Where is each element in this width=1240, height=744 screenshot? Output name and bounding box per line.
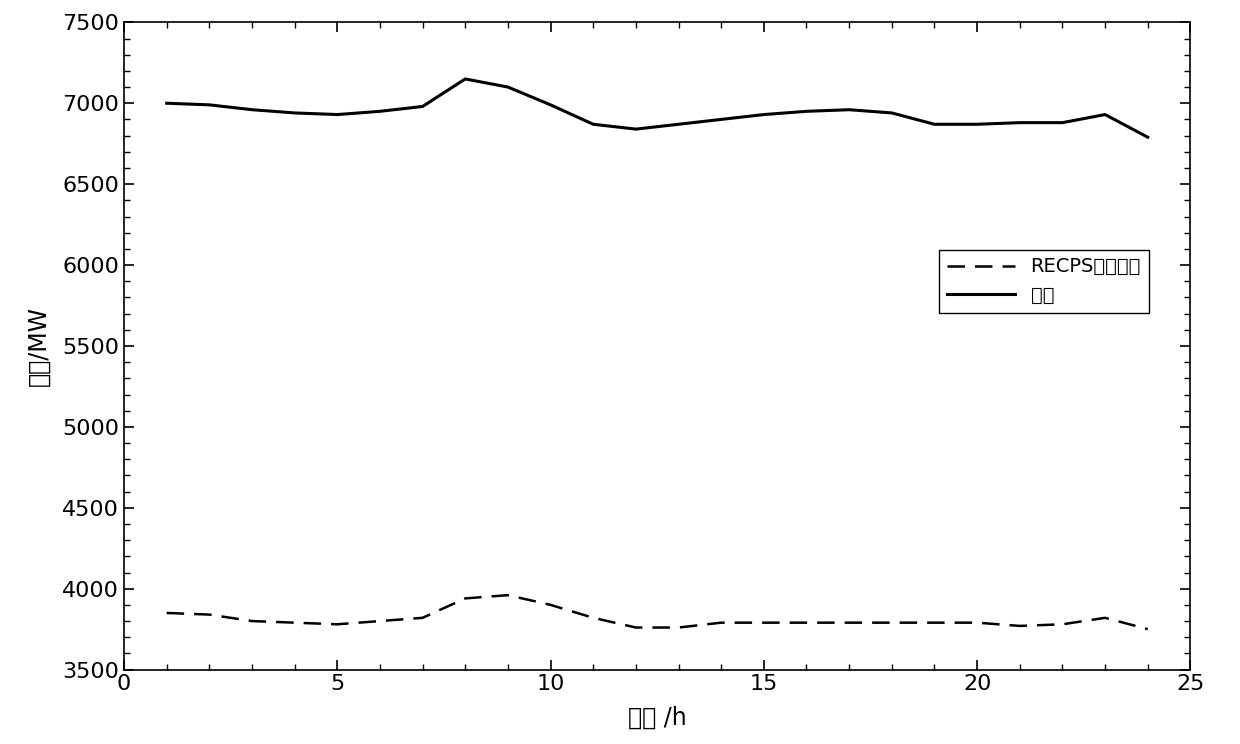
负荷 (202, 100, 217, 109)
RECPS输出功率 (928, 618, 942, 627)
RECPS输出功率 (202, 610, 217, 619)
负荷 (415, 102, 430, 111)
RECPS输出功率 (842, 618, 857, 627)
负荷 (1097, 110, 1112, 119)
负荷 (970, 120, 985, 129)
RECPS输出功率 (714, 618, 729, 627)
负荷 (756, 110, 771, 119)
负荷 (842, 105, 857, 114)
负荷 (1012, 118, 1027, 127)
RECPS输出功率 (543, 600, 558, 609)
负荷 (1055, 118, 1070, 127)
Y-axis label: 功率/MW: 功率/MW (27, 306, 51, 386)
负荷 (458, 74, 472, 83)
RECPS输出功率 (330, 620, 345, 629)
负荷 (799, 107, 813, 116)
RECPS输出功率 (884, 618, 899, 627)
RECPS输出功率 (415, 613, 430, 622)
RECPS输出功率 (1141, 625, 1156, 634)
Line: 负荷: 负荷 (166, 79, 1148, 137)
RECPS输出功率 (372, 617, 387, 626)
Legend: RECPS输出功率, 负荷: RECPS输出功率, 负荷 (939, 249, 1148, 313)
Line: RECPS输出功率: RECPS输出功率 (166, 595, 1148, 629)
RECPS输出功率 (1097, 613, 1112, 622)
RECPS输出功率 (159, 609, 174, 618)
负荷 (928, 120, 942, 129)
RECPS输出功率 (671, 623, 686, 632)
负荷 (543, 100, 558, 109)
RECPS输出功率 (458, 594, 472, 603)
负荷 (159, 99, 174, 108)
负荷 (629, 125, 644, 134)
负荷 (330, 110, 345, 119)
RECPS输出功率 (1055, 620, 1070, 629)
负荷 (714, 115, 729, 124)
负荷 (288, 109, 303, 118)
负荷 (671, 120, 686, 129)
RECPS输出功率 (629, 623, 644, 632)
负荷 (244, 105, 259, 114)
负荷 (585, 120, 600, 129)
RECPS输出功率 (244, 617, 259, 626)
X-axis label: 时间 /h: 时间 /h (627, 705, 687, 730)
RECPS输出功率 (756, 618, 771, 627)
RECPS输出功率 (585, 613, 600, 622)
RECPS输出功率 (288, 618, 303, 627)
RECPS输出功率 (799, 618, 813, 627)
RECPS输出功率 (1012, 621, 1027, 630)
RECPS输出功率 (501, 591, 516, 600)
负荷 (501, 83, 516, 92)
负荷 (884, 109, 899, 118)
负荷 (372, 107, 387, 116)
负荷 (1141, 132, 1156, 141)
RECPS输出功率 (970, 618, 985, 627)
